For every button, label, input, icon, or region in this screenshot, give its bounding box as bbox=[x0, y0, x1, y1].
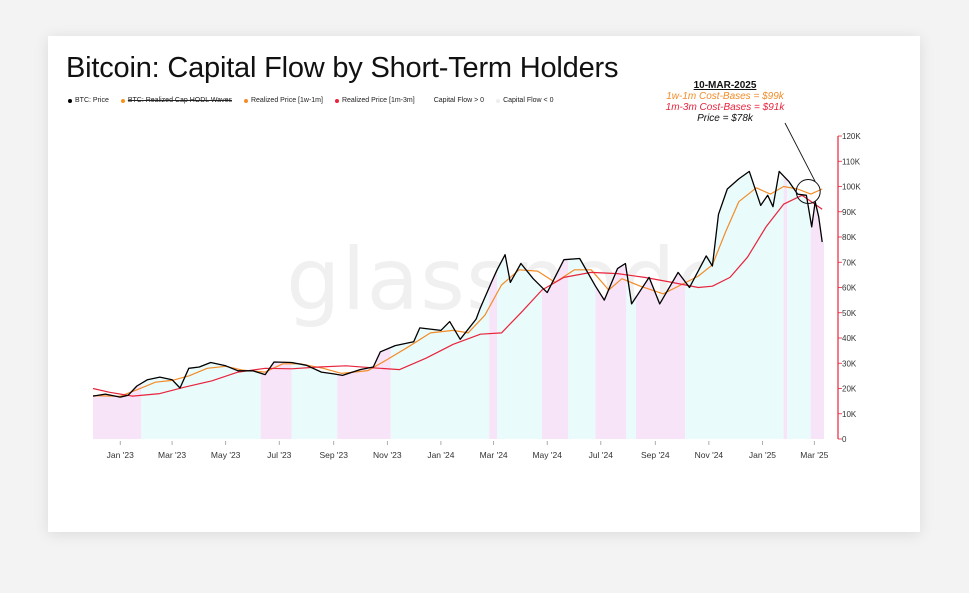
y-tick-label: 10K bbox=[842, 410, 857, 419]
x-tick-label: Jan '23 bbox=[107, 450, 134, 460]
y-tick-label: 70K bbox=[842, 258, 857, 267]
legend-item[interactable]: BTC: Realized Cap HODL Waves bbox=[120, 97, 232, 104]
y-tick-label: 90K bbox=[842, 208, 857, 217]
legend-swatch bbox=[426, 98, 431, 103]
x-tick-label: Jul '23 bbox=[267, 450, 292, 460]
capital-flow-band-positive bbox=[568, 258, 596, 439]
y-tick-label: 60K bbox=[842, 284, 857, 293]
capital-flow-band-negative bbox=[337, 347, 391, 439]
capital-flow-band-negative bbox=[595, 264, 627, 439]
legend-item[interactable]: Realized Price [1m-3m] bbox=[334, 97, 415, 104]
annotation-heading: 10-MAR-2025 bbox=[693, 80, 757, 91]
y-tick-label: 100K bbox=[842, 183, 861, 192]
capital-flow-band-positive bbox=[291, 362, 338, 439]
legend-label: Capital Flow < 0 bbox=[503, 97, 554, 104]
annotation-box: 10-MAR-2025 1w-1m Cost-Bases = $99k 1m-3… bbox=[655, 80, 795, 124]
y-tick-label: 0 bbox=[842, 435, 847, 444]
capital-flow-band-positive bbox=[141, 362, 261, 439]
capital-flow-band-negative bbox=[93, 383, 142, 439]
capital-flow-band-positive bbox=[497, 257, 542, 439]
x-tick-label: May '24 bbox=[532, 450, 562, 460]
x-tick-label: Nov '24 bbox=[695, 450, 724, 460]
x-tick-label: Jan '24 bbox=[427, 450, 454, 460]
series-line-btc-price bbox=[92, 170, 823, 398]
series-line-realized-price-1m-3m bbox=[92, 194, 823, 397]
legend-swatch bbox=[243, 98, 248, 103]
x-tick-label: Nov '23 bbox=[373, 450, 402, 460]
legend-label: Capital Flow > 0 bbox=[433, 97, 485, 104]
capital-flow-band-negative bbox=[636, 272, 686, 439]
capital-flow-band-negative bbox=[489, 269, 498, 439]
x-tick-label: Sep '24 bbox=[641, 450, 670, 460]
x-tick-label: Mar '25 bbox=[800, 450, 828, 460]
x-tick-label: May '23 bbox=[211, 450, 241, 460]
capital-flow-band-negative bbox=[810, 203, 824, 439]
x-tick-label: Jul '24 bbox=[589, 450, 614, 460]
y-tick-label: 20K bbox=[842, 385, 857, 394]
legend-item[interactable]: Capital Flow > 0 bbox=[426, 97, 485, 104]
legend-label: BTC: Price bbox=[75, 97, 109, 104]
y-tick-label: 80K bbox=[842, 233, 857, 242]
y-tick-label: 110K bbox=[842, 157, 861, 166]
legend-item[interactable]: BTC: Price bbox=[68, 97, 109, 104]
legend-item[interactable]: Capital Flow < 0 bbox=[496, 97, 553, 104]
y-tick-label: 50K bbox=[842, 309, 857, 318]
chart-title: Bitcoin: Capital Flow by Short-Term Hold… bbox=[66, 52, 619, 84]
legend-swatch bbox=[334, 98, 339, 103]
x-tick-label: Mar '24 bbox=[480, 450, 508, 460]
capital-flow-band-negative bbox=[260, 362, 292, 439]
y-tick-label: 120K bbox=[842, 132, 861, 141]
annotation-circle bbox=[795, 179, 821, 205]
x-tick-label: Sep '23 bbox=[319, 450, 348, 460]
capital-flow-band-positive bbox=[390, 287, 490, 439]
legend-item[interactable]: Realized Price [1w-1m] bbox=[243, 97, 323, 104]
x-tick-label: Mar '23 bbox=[158, 450, 186, 460]
y-tick-label: 40K bbox=[842, 334, 857, 343]
chart-legend: BTC: Price BTC: Realized Cap HODL Waves Re… bbox=[68, 97, 565, 104]
capital-flow-band-negative bbox=[542, 259, 569, 439]
series-line-realized-price-1w-1m bbox=[92, 185, 823, 397]
annotation-line-price: Price = $78k bbox=[697, 113, 753, 124]
legend-label: Realized Price [1w-1m] bbox=[250, 97, 323, 104]
annotation-line-1m-3m: 1m-3m Cost-Bases = $91k bbox=[665, 102, 785, 113]
legend-label: BTC: Realized Cap HODL Waves bbox=[127, 97, 232, 104]
capital-flow-band-negative bbox=[783, 175, 788, 439]
annotation-line-1w-1m: 1w-1m Cost-Bases = $99k bbox=[666, 91, 784, 102]
legend-label: Realized Price [1m-3m] bbox=[341, 97, 415, 104]
legend-swatch bbox=[68, 98, 72, 103]
annotation-pointer bbox=[784, 122, 816, 182]
legend-swatch bbox=[120, 98, 125, 103]
legend-swatch bbox=[496, 98, 501, 103]
y-tick-label: 30K bbox=[842, 359, 857, 368]
capital-flow-band-positive bbox=[787, 179, 811, 439]
x-tick-label: Jan '25 bbox=[749, 450, 776, 460]
capital-flow-band-positive bbox=[626, 269, 636, 439]
